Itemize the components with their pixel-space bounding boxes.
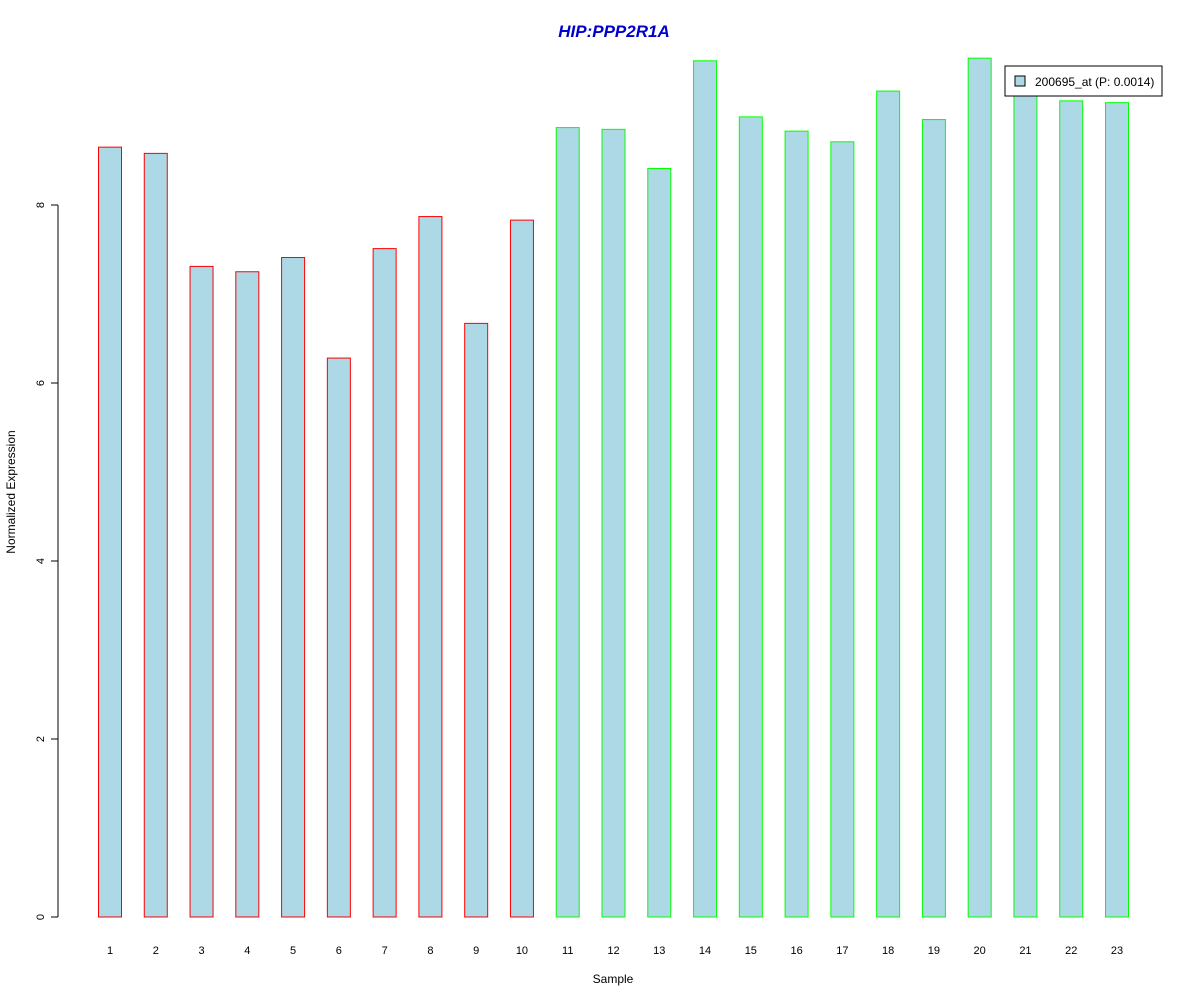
y-tick-label: 6 [35, 380, 47, 386]
x-tick-label: 20 [974, 945, 986, 957]
x-tick-label: 3 [198, 945, 204, 957]
bar-sample-19 [921, 119, 946, 918]
bar-sample-1 [98, 146, 122, 918]
y-tick-label: 4 [35, 558, 47, 564]
bar-sample-16 [784, 130, 809, 918]
x-tick-label: 13 [653, 945, 665, 957]
bar-sample-23 [1105, 102, 1129, 918]
bar-sample-14 [693, 60, 718, 918]
bar-sample-10 [509, 219, 534, 918]
x-tick-label: 2 [153, 945, 159, 957]
y-axis: 0 2 4 6 8 [35, 202, 59, 920]
bar-sample-18 [876, 90, 901, 918]
bar-sample-3 [189, 265, 214, 918]
x-tick-label: 17 [836, 945, 848, 957]
y-tick-label: 2 [35, 736, 47, 742]
x-tick-label: 7 [382, 945, 388, 957]
bar-sample-5 [281, 257, 306, 918]
x-axis-label: Sample [593, 972, 634, 986]
bar-sample-8 [418, 216, 443, 918]
bars [98, 57, 1129, 918]
bar-sample-12 [601, 128, 626, 918]
x-tick-label: 21 [1019, 945, 1031, 957]
bar-sample-20 [967, 57, 992, 918]
y-tick-label: 8 [35, 202, 47, 208]
bar-sample-13 [647, 168, 672, 918]
y-axis-label: Normalized Expression [4, 430, 18, 553]
x-tick-label: 23 [1111, 945, 1123, 957]
y-tick-label: 0 [35, 914, 47, 920]
x-tick-label: 11 [562, 945, 573, 957]
bar-sample-6 [326, 357, 351, 918]
x-tick-label: 16 [790, 945, 802, 957]
x-tick-label: 1 [107, 945, 113, 957]
bar-sample-17 [830, 141, 855, 918]
x-tick-label: 10 [516, 945, 528, 957]
x-tick-label: 19 [928, 945, 940, 957]
x-tick-label: 22 [1065, 945, 1077, 957]
bar-sample-21 [1013, 88, 1038, 918]
legend-swatch [1014, 75, 1026, 87]
x-tick-label: 6 [336, 945, 342, 957]
legend: 200695_at (P: 0.0014) [1004, 65, 1163, 97]
legend-box [1004, 65, 1163, 97]
bar-sample-11 [555, 127, 580, 918]
bar-sample-4 [235, 271, 260, 918]
bar-sample-15 [738, 116, 763, 918]
chart-title: HIP:PPP2R1A [558, 22, 669, 41]
bar-sample-9 [464, 322, 489, 918]
bar-sample-22 [1059, 100, 1084, 918]
x-tick-label: 5 [290, 945, 296, 957]
x-tick-label: 14 [699, 945, 711, 957]
x-tick-label: 12 [607, 945, 619, 957]
x-tick-label: 15 [745, 945, 757, 957]
bar-sample-7 [372, 248, 397, 918]
bar-sample-2 [143, 152, 168, 918]
x-tick-label: 18 [882, 945, 894, 957]
legend-label: 200695_at (P: 0.0014) [1035, 75, 1154, 89]
x-tick-label: 9 [473, 945, 479, 957]
x-tick-label: 4 [244, 945, 250, 957]
x-tick-labels: 1 2 3 4 5 6 7 8 9 10 11 12 13 14 15 16 17 18 19 20 21 22 23 [107, 945, 1123, 957]
x-tick-label: 8 [427, 945, 433, 957]
